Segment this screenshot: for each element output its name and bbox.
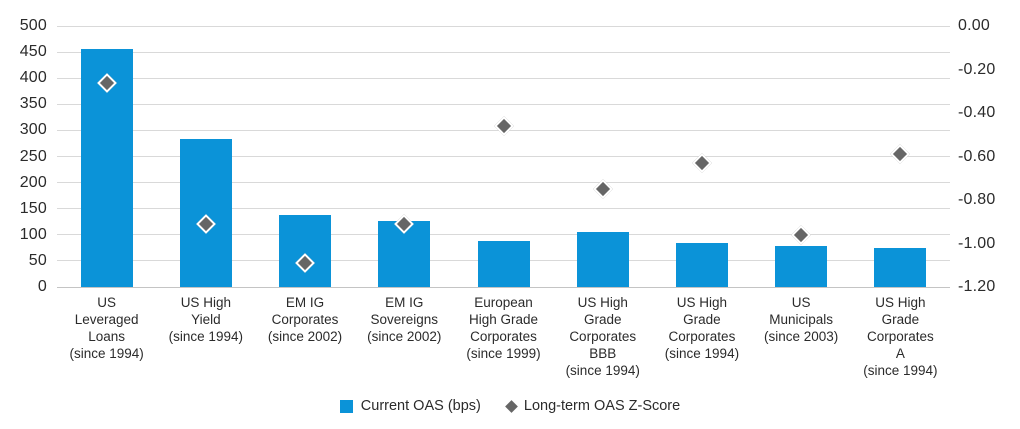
left-axis-tick: 100 xyxy=(19,225,47,243)
right-axis-tick: -0.80 xyxy=(958,191,996,208)
bar-series-swatch-icon xyxy=(339,399,353,413)
bar xyxy=(179,139,232,287)
legend-item-current-oas: Current OAS (bps) xyxy=(339,398,481,414)
gridline xyxy=(57,156,950,157)
gridline xyxy=(57,103,950,105)
category-label: US High Grade Corporates BBB (since 1994… xyxy=(565,295,640,378)
left-axis-tick: 400 xyxy=(19,69,47,87)
bar xyxy=(675,243,728,287)
legend-label-zscore: Long-term OAS Z-Score xyxy=(523,398,681,414)
bar xyxy=(279,215,332,287)
bar xyxy=(874,248,927,287)
gridline xyxy=(57,286,950,288)
category-label: US High Yield (since 1994) xyxy=(168,295,243,344)
gridline xyxy=(57,51,950,53)
gridline xyxy=(57,25,950,27)
right-axis-tick: -0.40 xyxy=(958,104,996,121)
right-axis-tick: -1.20 xyxy=(958,278,996,295)
category-label: European High Grade Corporates (since 19… xyxy=(466,295,541,361)
left-axis-tick: 450 xyxy=(19,43,47,61)
category-label: US High Grade Corporates A (since 1994) xyxy=(863,295,938,378)
legend: Current OAS (bps) Long-term OAS Z-Score xyxy=(0,398,1020,414)
right-axis-tick: -0.60 xyxy=(958,147,996,165)
gridline xyxy=(57,234,950,236)
legend-item-zscore: Long-term OAS Z-Score xyxy=(505,398,681,414)
left-axis-tick: 350 xyxy=(19,95,47,113)
left-axis-tick: 500 xyxy=(19,17,47,34)
left-axis-tick: 50 xyxy=(28,251,47,269)
bar xyxy=(576,232,629,287)
left-axis-tick: 250 xyxy=(19,147,47,165)
category-label: EM IG Sovereigns (since 2002) xyxy=(367,295,442,344)
category-label: US Municipals (since 2003) xyxy=(764,295,839,344)
left-axis-tick: 0 xyxy=(37,278,47,295)
right-axis-tick: -0.20 xyxy=(958,60,996,78)
right-axis-tick: -1.00 xyxy=(958,234,996,252)
gridline xyxy=(57,182,950,184)
gridline xyxy=(57,208,950,210)
z-score-diamond xyxy=(493,116,514,136)
bar xyxy=(477,241,530,287)
left-axis-tick: 150 xyxy=(19,199,47,217)
legend-label-current-oas: Current OAS (bps) xyxy=(360,398,481,414)
diamond-series-swatch-icon xyxy=(505,399,518,413)
gridline xyxy=(57,77,950,79)
left-axis-tick: 200 xyxy=(19,173,47,191)
right-axis-tick: 0.00 xyxy=(958,17,990,34)
left-axis-tick: 300 xyxy=(19,121,47,139)
category-label: US High Grade Corporates (since 1994) xyxy=(664,295,740,361)
z-score-diamond xyxy=(890,144,911,165)
bar xyxy=(775,245,828,287)
category-label: EM IG Corporates (since 2002) xyxy=(267,295,343,344)
category-label: US Leveraged Loans (since 1994) xyxy=(69,295,144,361)
z-score-diamond xyxy=(791,224,812,245)
